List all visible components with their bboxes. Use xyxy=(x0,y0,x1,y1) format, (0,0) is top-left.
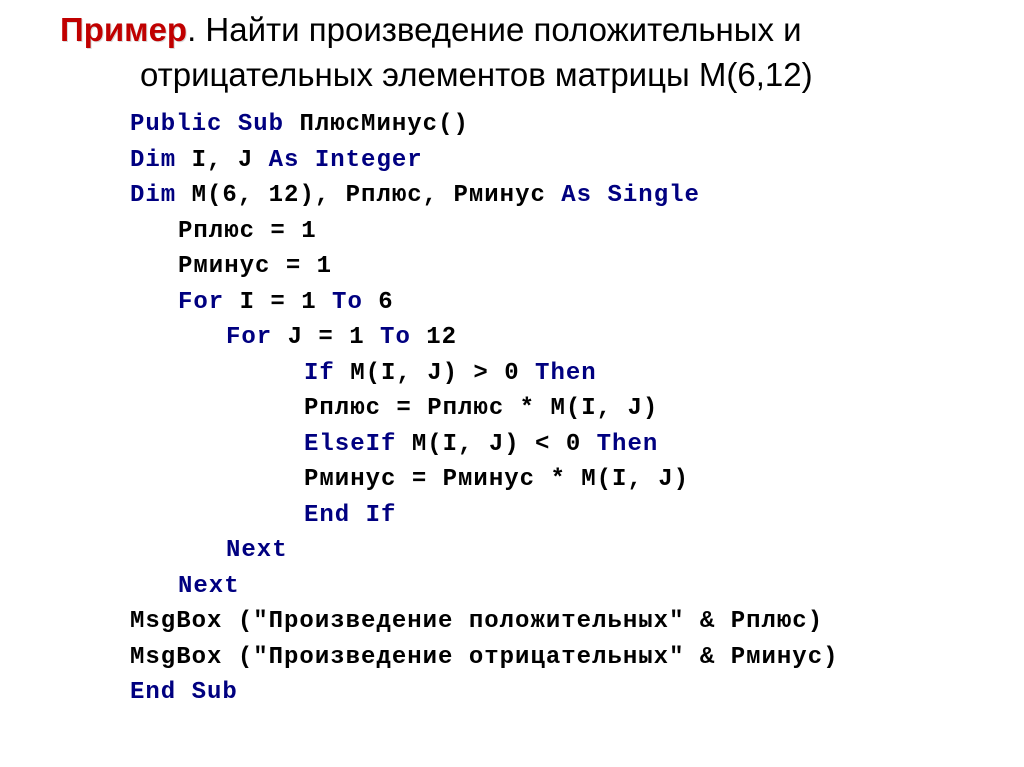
code-text: 6 xyxy=(363,289,394,316)
code-line: For J = 1 To 12 xyxy=(226,320,1004,356)
code-text: I, J xyxy=(176,147,268,174)
slide-title: Пример. Найти произведение положительных… xyxy=(60,8,1004,97)
keyword: Next xyxy=(178,573,240,600)
code-line: Рплюс = Рплюс * M(I, J) xyxy=(304,391,1004,427)
keyword: Then xyxy=(535,360,597,387)
code-text: Рплюс = Рплюс * M(I, J) xyxy=(304,395,658,422)
keyword: Dim xyxy=(130,182,176,209)
code-line: End Sub xyxy=(130,675,1004,711)
keyword: Public xyxy=(130,111,222,138)
code-line: Рминус = Рминус * M(I, J) xyxy=(304,462,1004,498)
code-line: Dim M(6, 12), Рплюс, Рминус As Single xyxy=(130,178,1004,214)
title-line1: . Найти произведение положительных и xyxy=(187,11,802,48)
keyword: End Sub xyxy=(130,679,238,706)
keyword: For xyxy=(178,289,224,316)
code-line: Next xyxy=(226,533,1004,569)
keyword: To xyxy=(380,324,411,351)
keyword: Dim xyxy=(130,147,176,174)
code-line: MsgBox ("Произведение отрицательных" & Р… xyxy=(130,640,1004,676)
keyword: Then xyxy=(597,431,659,458)
keyword: Next xyxy=(226,537,288,564)
code-text: M(6, 12), Рплюс, Рминус xyxy=(176,182,561,209)
code-line: If M(I, J) > 0 Then xyxy=(304,356,1004,392)
keyword: End If xyxy=(304,502,396,529)
keyword: For xyxy=(226,324,272,351)
keyword: ElseIf xyxy=(304,431,396,458)
keyword: Sub xyxy=(238,111,284,138)
code-text: M(I, J) > 0 xyxy=(335,360,535,387)
code-line: ElseIf M(I, J) < 0 Then xyxy=(304,427,1004,463)
code-text: J = 1 xyxy=(272,324,380,351)
code-text: Рминус = Рминус * M(I, J) xyxy=(304,466,689,493)
title-keyword: Пример xyxy=(60,11,187,48)
code-text: MsgBox ("Произведение положительных" & Р… xyxy=(130,608,823,635)
keyword: As Integer xyxy=(269,147,423,174)
keyword: As Single xyxy=(561,182,700,209)
code-line: Next xyxy=(178,569,1004,605)
code-text: Рплюс = 1 xyxy=(178,218,317,245)
code-line: Dim I, J As Integer xyxy=(130,143,1004,179)
code-text: Рминус = 1 xyxy=(178,253,332,280)
slide-content: Пример. Найти произведение положительных… xyxy=(0,0,1024,711)
code-line: Рминус = 1 xyxy=(178,249,1004,285)
code-listing: Public Sub ПлюсМинус() Dim I, J As Integ… xyxy=(130,107,1004,711)
code-line: End If xyxy=(304,498,1004,534)
code-text: M(I, J) < 0 xyxy=(396,431,596,458)
code-text: ПлюсМинус() xyxy=(284,111,469,138)
code-line: Рплюс = 1 xyxy=(178,214,1004,250)
code-text: I = 1 xyxy=(224,289,332,316)
code-text: MsgBox ("Произведение отрицательных" & Р… xyxy=(130,644,839,671)
keyword: If xyxy=(304,360,335,387)
keyword: To xyxy=(332,289,363,316)
code-line: MsgBox ("Произведение положительных" & Р… xyxy=(130,604,1004,640)
code-line: Public Sub ПлюсМинус() xyxy=(130,107,1004,143)
code-line: For I = 1 To 6 xyxy=(178,285,1004,321)
code-text: 12 xyxy=(411,324,457,351)
title-line2: отрицательных элементов матрицы М(6,12) xyxy=(140,56,813,93)
